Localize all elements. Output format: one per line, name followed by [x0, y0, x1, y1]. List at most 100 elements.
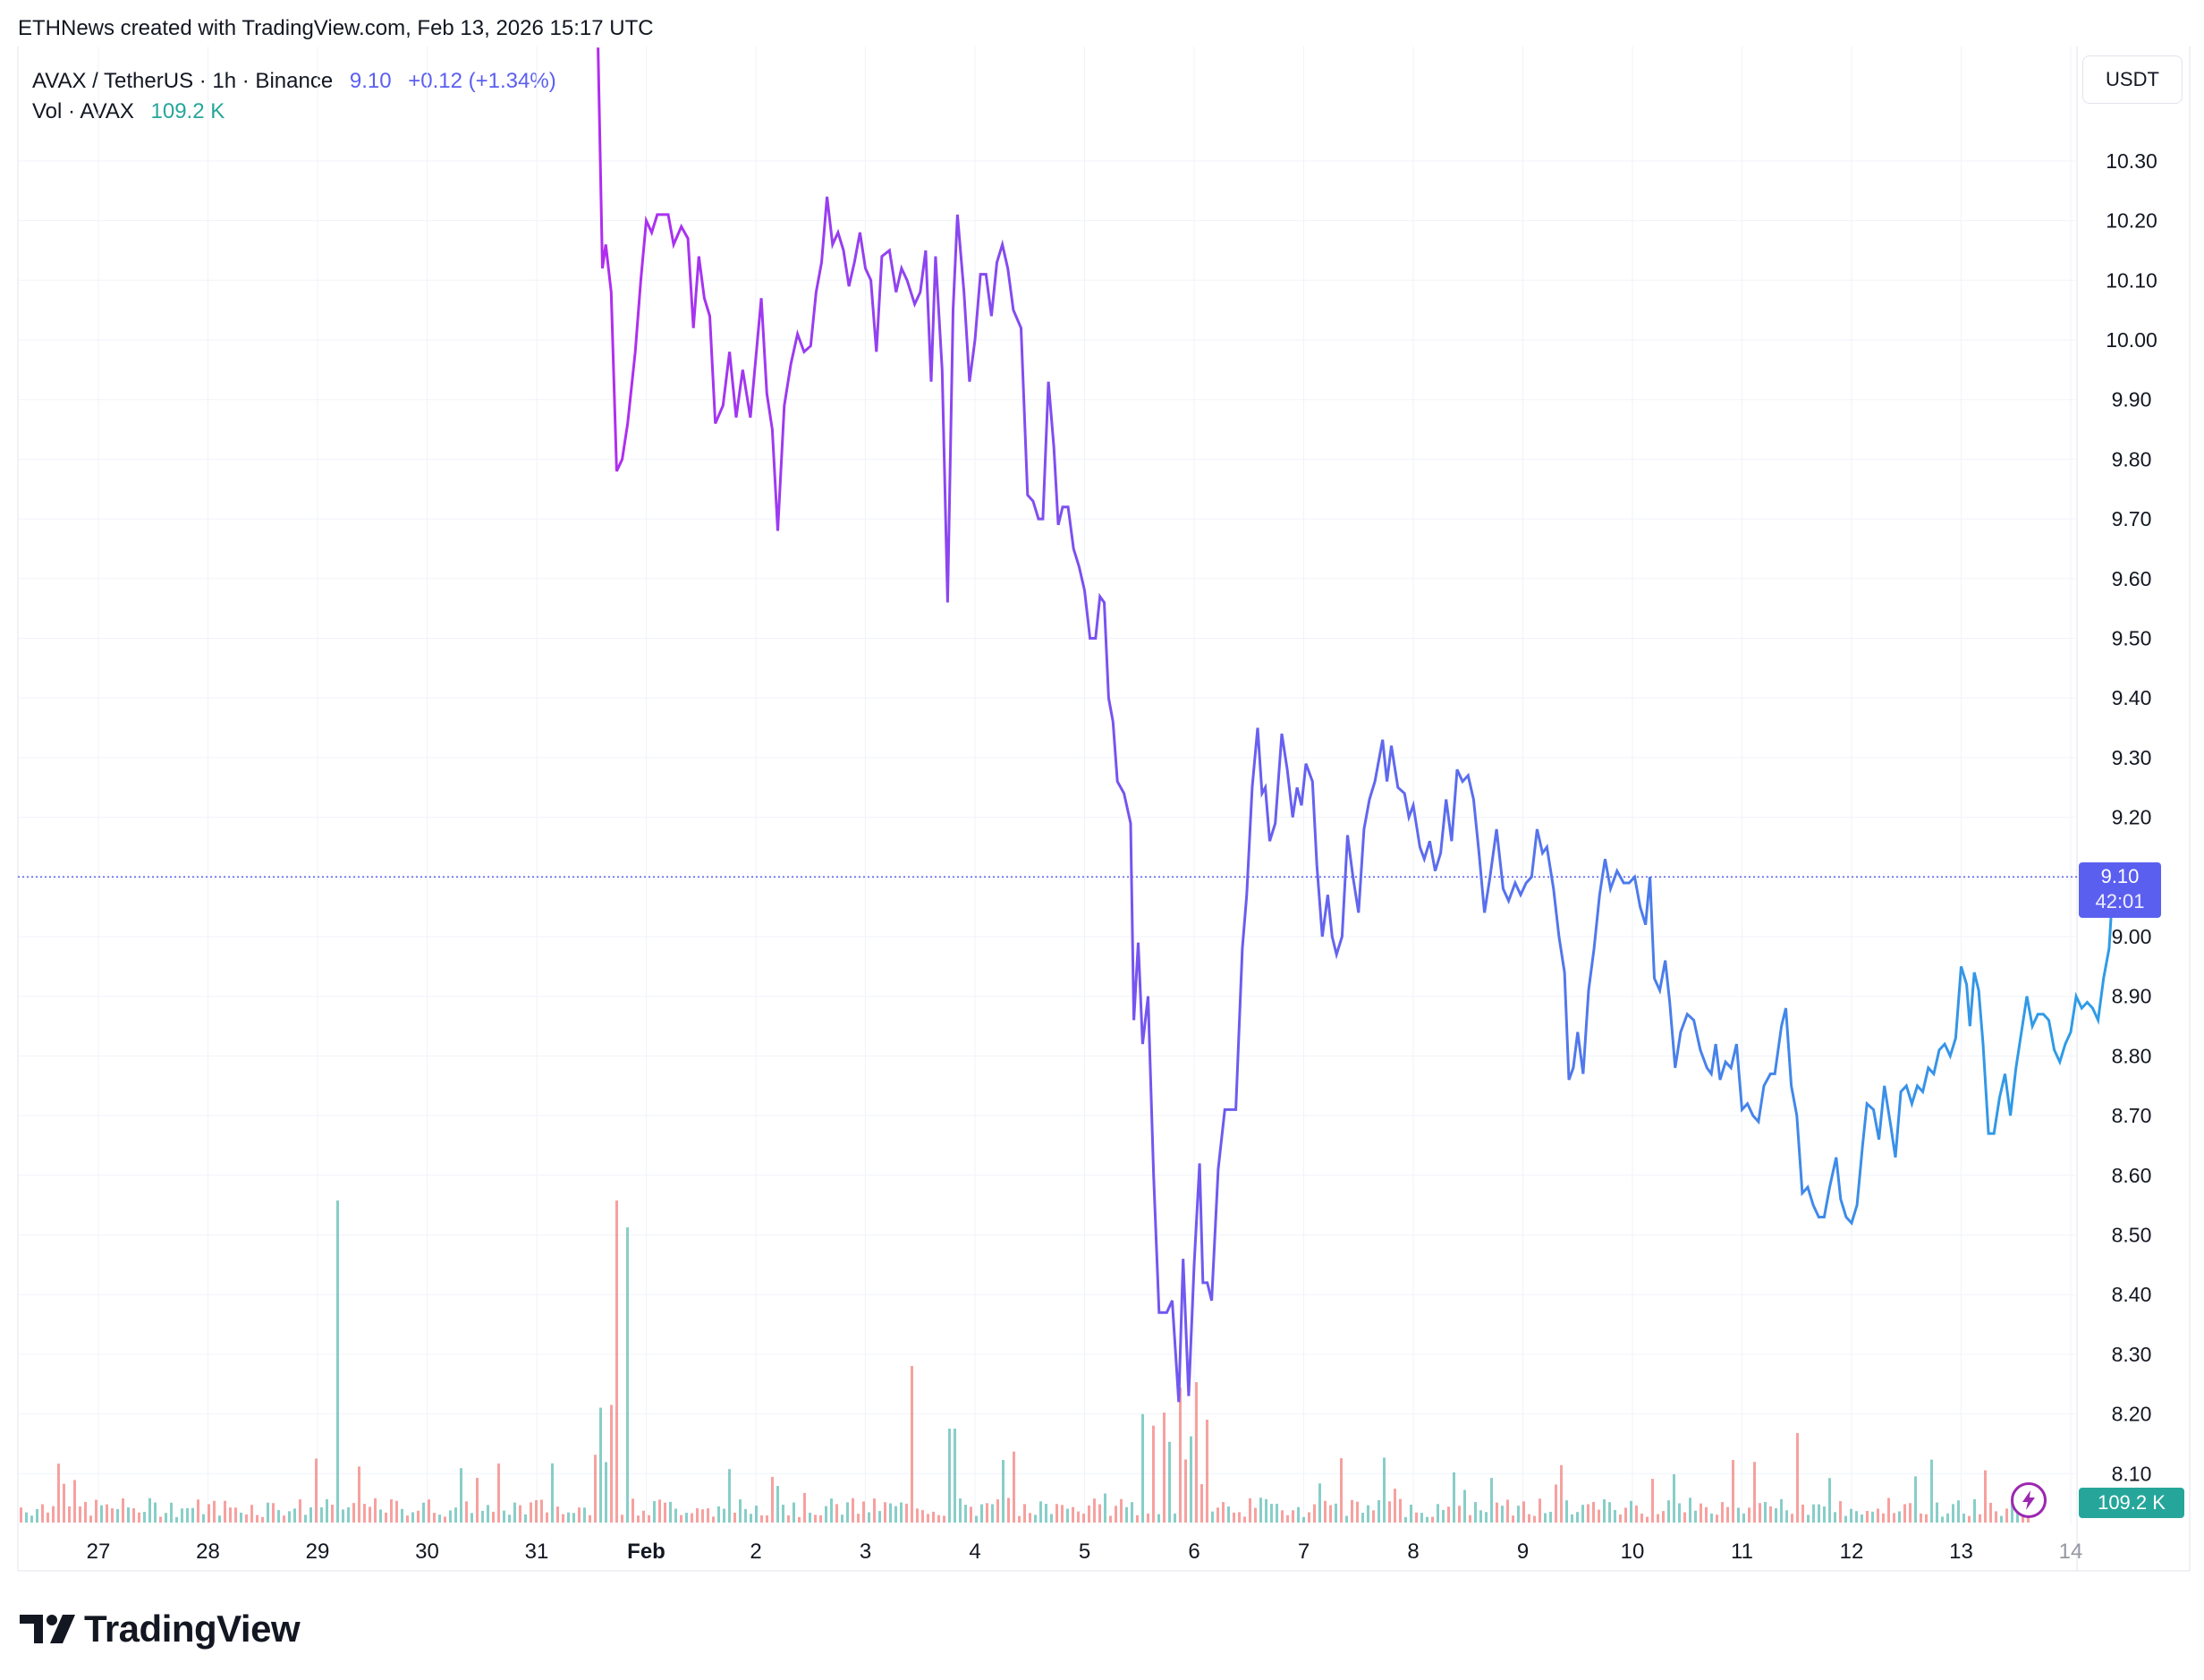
volume-bar — [1705, 1506, 1708, 1523]
volume-bar — [733, 1512, 736, 1523]
volume-bar — [1544, 1513, 1547, 1523]
currency-button[interactable]: USDT — [2082, 55, 2183, 104]
volume-bar — [1678, 1503, 1681, 1523]
x-axis[interactable]: 27 28 29 30 31 Feb 2 3 4 5 6 7 8 9 10 11 12 13 14 — [87, 1540, 2083, 1564]
volume-bar — [530, 1502, 532, 1523]
volume-bar — [841, 1515, 843, 1523]
volume-bar — [739, 1499, 742, 1523]
y-tick-label: 8.10 — [2112, 1462, 2152, 1485]
volume-bar — [1549, 1511, 1552, 1523]
volume-bar — [1861, 1515, 1863, 1523]
volume-bar — [1141, 1413, 1144, 1523]
volume-bar — [1791, 1514, 1793, 1523]
volume-bar — [299, 1499, 301, 1523]
volume-bar — [385, 1512, 387, 1523]
volume-bar — [1952, 1504, 1954, 1523]
volume-bar — [1635, 1506, 1638, 1523]
volume-label[interactable]: Vol · AVAX — [32, 99, 134, 123]
volume-bar — [1184, 1459, 1187, 1523]
volume-bar — [980, 1504, 983, 1523]
volume-bar — [1726, 1506, 1729, 1523]
volume-bar — [1565, 1500, 1568, 1523]
volume-bar — [991, 1504, 994, 1523]
volume-bar — [1270, 1504, 1273, 1523]
volume-bar — [674, 1508, 677, 1523]
tradingview-brand[interactable]: TradingView — [20, 1607, 301, 1651]
volume-bar — [191, 1507, 194, 1523]
volume-bar — [1834, 1512, 1836, 1523]
volume-bar — [664, 1502, 666, 1523]
volume-bar — [610, 1404, 613, 1523]
volume-bar — [1394, 1489, 1396, 1523]
volume-bar — [1055, 1504, 1058, 1523]
volume-bar — [433, 1513, 436, 1523]
y-axis[interactable]: 10.30 10.20 10.10 10.00 9.90 9.80 9.70 9.60 9.50… — [2106, 149, 2157, 1485]
volume-bar — [1571, 1514, 1573, 1523]
symbol-label[interactable]: AVAX / TetherUS · 1h · Binance — [32, 69, 334, 93]
volume-bar — [1780, 1498, 1783, 1523]
volume-bar — [524, 1514, 527, 1523]
price-line — [597, 47, 2115, 1403]
volume-bar — [1013, 1451, 1015, 1523]
volume-bar — [562, 1514, 564, 1523]
y-tick-label: 9.60 — [2112, 567, 2152, 590]
volume-bar — [1372, 1510, 1375, 1523]
volume-bar — [1528, 1514, 1530, 1523]
volume-bar — [1946, 1513, 1949, 1523]
volume-bar — [1866, 1510, 1869, 1523]
volume-bar — [599, 1407, 602, 1523]
x-tick-label: 4 — [969, 1540, 980, 1564]
y-tick-label: 8.80 — [2112, 1044, 2152, 1067]
volume-bar — [1710, 1513, 1713, 1523]
volume-bar — [1437, 1504, 1439, 1523]
volume-bar — [567, 1512, 570, 1523]
volume-bar — [771, 1477, 774, 1523]
volume-bar — [208, 1504, 210, 1523]
volume-bar — [873, 1498, 876, 1523]
volume-bar — [106, 1504, 108, 1523]
volume-bar — [1426, 1516, 1428, 1523]
volume-bar — [1882, 1513, 1885, 1523]
x-tick-label: 8 — [1407, 1540, 1419, 1564]
y-tick-label: 8.20 — [2112, 1403, 2152, 1426]
volume-bar — [358, 1466, 360, 1523]
volume-bar — [653, 1501, 656, 1523]
bar-countdown: 42:01 — [2095, 890, 2145, 912]
y-tick-label: 9.20 — [2112, 806, 2152, 829]
volume-bar — [460, 1468, 462, 1523]
volume-bar — [1388, 1501, 1391, 1523]
volume-bar — [481, 1510, 484, 1523]
volume-bar — [422, 1502, 425, 1523]
volume-bar — [148, 1498, 151, 1523]
lightning-icon[interactable] — [2011, 1482, 2047, 1518]
volume-bar — [1721, 1502, 1724, 1523]
grid — [17, 47, 2191, 1572]
volume-bar — [1517, 1506, 1520, 1523]
volume-bar — [293, 1508, 296, 1523]
volume-bar — [1179, 1387, 1182, 1523]
volume-bar — [1732, 1460, 1734, 1523]
volume-bar — [1404, 1516, 1407, 1523]
x-tick-label: 30 — [415, 1540, 439, 1564]
volume-bar — [487, 1505, 489, 1523]
volume-bar — [401, 1508, 403, 1523]
price-tag-value: 9.10 — [2100, 865, 2140, 887]
volume-bar — [707, 1508, 709, 1523]
volume-bar — [1624, 1507, 1627, 1523]
volume-bar — [2000, 1515, 2003, 1523]
volume-bar — [79, 1506, 81, 1523]
volume-bar — [1157, 1514, 1160, 1523]
volume-bar — [1748, 1507, 1750, 1523]
volume-bar — [1356, 1501, 1359, 1523]
volume-bar — [1463, 1489, 1466, 1523]
volume-bar — [1587, 1504, 1589, 1523]
volume-bar — [513, 1502, 516, 1523]
x-tick-label: 9 — [1517, 1540, 1529, 1564]
volume-bar — [1796, 1433, 1799, 1523]
volume-bar — [1324, 1500, 1327, 1523]
volume-bar — [959, 1498, 962, 1523]
volume-bar — [1925, 1514, 1928, 1523]
volume-bar — [1136, 1515, 1139, 1523]
volume-bar — [921, 1510, 924, 1523]
